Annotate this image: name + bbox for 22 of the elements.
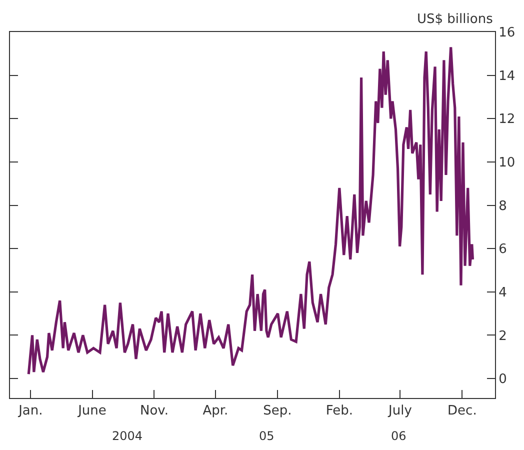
y-axis-title: US$ billions [417,12,494,27]
y-tick-label: 8 [498,198,507,214]
x-tick-label: Apr. [202,404,228,419]
y-tick-label: 4 [498,285,507,300]
y-tick-label: 10 [498,155,516,170]
y-tick-label: 16 [498,26,516,41]
y-tick-label: 0 [498,372,507,388]
y-tick-label: 12 [498,112,516,128]
x-tick-label: July [387,404,412,419]
x-tick-label: Jan. [18,404,43,419]
x-tick-label: Sep. [263,404,292,419]
x-tick-label: Nov. [140,404,168,419]
y-tick-label: 14 [498,68,516,84]
line-series [27,46,474,376]
y-tick-label: 2 [498,328,507,344]
y-tick-label: 6 [498,242,507,258]
text: 05 [259,429,274,443]
x-tick-label: Dec. [448,404,477,419]
text: 06 [391,429,406,443]
x-tick-label: Feb. [326,404,353,419]
x-tick-label: June [77,404,106,419]
text: 2004 [112,429,143,443]
